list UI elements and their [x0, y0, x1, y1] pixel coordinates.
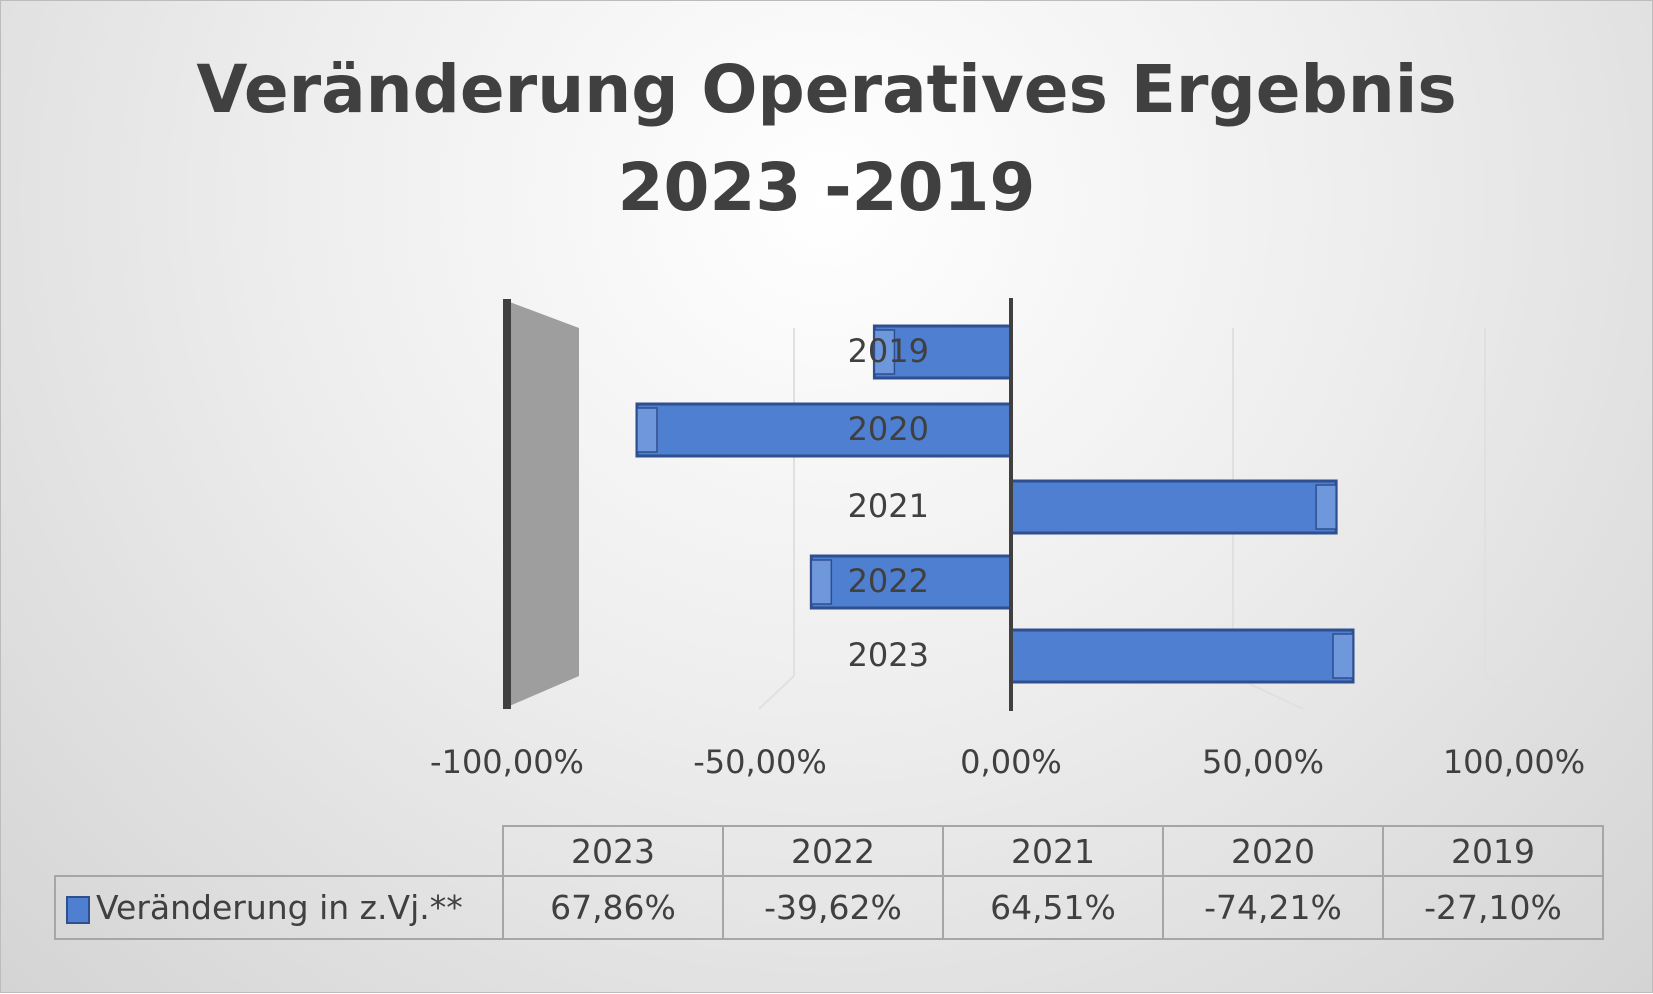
- data-table-row: Veränderung in z.Vj.** 67,86% -39,62% 64…: [54, 875, 1604, 940]
- category-label: 2021: [848, 487, 929, 525]
- legend-label: Veränderung in z.Vj.**: [96, 888, 463, 927]
- gridline-floor: [758, 675, 795, 710]
- legend-entry: Veränderung in z.Vj.**: [54, 875, 504, 940]
- x-tick-label: 0,00%: [960, 743, 1062, 781]
- category-label: 2022: [848, 562, 929, 600]
- data-table-cell: -39,62%: [722, 875, 944, 940]
- data-table-header: 2020: [1162, 825, 1384, 877]
- data-table-header: 2021: [942, 825, 1164, 877]
- data-table-header: 2022: [722, 825, 944, 877]
- data-table-header-row: 2023 2022 2021 2020 2019: [55, 825, 1604, 877]
- category-label: 2020: [848, 410, 929, 448]
- chart-title-line-2: 2023 -2019: [617, 149, 1036, 226]
- bar-2022: [809, 554, 1013, 610]
- data-table-header: 2019: [1382, 825, 1604, 877]
- data-table: 2023 2022 2021 2020 2019 Veränderung in …: [54, 825, 1604, 940]
- bar-end-cap: [810, 559, 833, 605]
- data-table-cell: 64,51%: [942, 875, 1164, 940]
- side-wall: [507, 301, 579, 707]
- data-table-cell: -27,10%: [1382, 875, 1604, 940]
- bar-end-cap: [1332, 633, 1354, 679]
- data-table-cell: 67,86%: [502, 875, 724, 940]
- x-tick-label: -50,00%: [693, 743, 827, 781]
- x-tick-label: 50,00%: [1202, 743, 1324, 781]
- x-tick-label: -100,00%: [430, 743, 584, 781]
- gridline-floor: [1484, 675, 1556, 710]
- legend-swatch-icon: [66, 895, 90, 924]
- chart-title-line-1: Veränderung Operatives Ergebnis: [196, 51, 1457, 128]
- bar-end-cap: [1315, 484, 1337, 530]
- bar-end-cap: [636, 407, 658, 453]
- data-table-corner: [55, 826, 503, 877]
- bar-end-cap: [873, 329, 896, 375]
- bar-2023: [1009, 628, 1355, 684]
- data-table-header: 2023: [502, 825, 724, 877]
- category-label: 2023: [848, 636, 929, 674]
- data-table-cell: -74,21%: [1162, 875, 1384, 940]
- x-tick-label: 100,00%: [1443, 743, 1585, 781]
- bar-2021: [1009, 479, 1338, 535]
- bar-2020: [635, 402, 1013, 458]
- category-label: 2019: [848, 332, 929, 370]
